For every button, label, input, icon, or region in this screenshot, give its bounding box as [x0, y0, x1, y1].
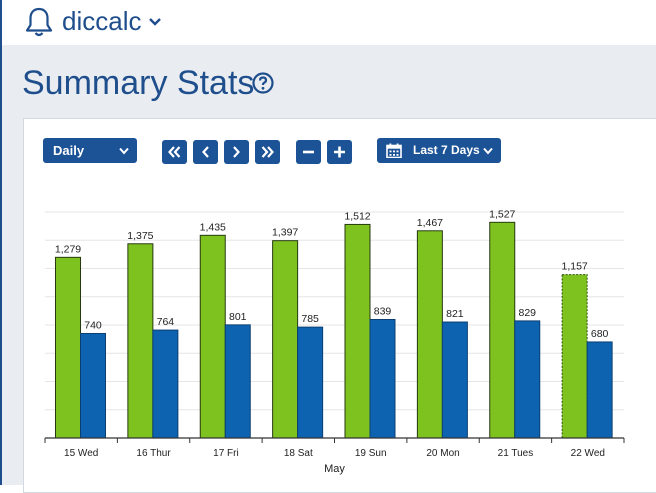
chevron-down-icon — [119, 147, 129, 155]
chevron-right-icon — [233, 146, 240, 158]
bar-blue[interactable] — [369, 318, 396, 439]
question-circle-icon[interactable] — [252, 72, 274, 94]
bell-icon[interactable] — [24, 6, 54, 38]
calendar-icon — [386, 143, 402, 158]
app-name[interactable]: diccalc — [62, 6, 142, 36]
last-page-button[interactable] — [255, 140, 280, 164]
bar-blue[interactable] — [152, 329, 179, 439]
bar-blue[interactable] — [586, 341, 613, 439]
next-button[interactable] — [224, 140, 249, 164]
double-chevron-right-icon — [261, 146, 274, 158]
plus-icon — [334, 146, 345, 158]
bar-blue[interactable] — [224, 324, 251, 439]
chevron-down-icon — [483, 147, 493, 155]
bar-green[interactable] — [489, 221, 516, 439]
bar-blue[interactable] — [297, 326, 324, 439]
bar-green[interactable] — [127, 243, 154, 439]
zoom-out-button[interactable] — [296, 140, 321, 164]
chart-panel — [23, 118, 656, 493]
bar-green[interactable] — [416, 230, 443, 439]
chevron-down-icon[interactable] — [148, 14, 162, 28]
bar-green[interactable] — [272, 240, 299, 439]
bar-green[interactable] — [55, 256, 81, 439]
date-range-select[interactable]: Last 7 Days — [377, 138, 501, 163]
bar-green[interactable] — [561, 274, 588, 439]
period-select-label: Daily — [53, 143, 85, 158]
top-bar: diccalc — [0, 0, 656, 45]
bar-blue[interactable] — [514, 320, 541, 439]
previous-button[interactable] — [193, 140, 218, 164]
first-page-button[interactable] — [162, 140, 187, 164]
chevron-left-icon — [202, 146, 209, 158]
bar-green[interactable] — [344, 223, 371, 439]
bar-blue[interactable] — [80, 332, 106, 439]
minus-icon — [303, 150, 314, 154]
period-select[interactable]: Daily — [43, 138, 137, 163]
page-title: Summary Stats — [22, 64, 255, 102]
bar-green[interactable] — [199, 234, 226, 439]
date-range-label: Last 7 Days — [413, 143, 480, 157]
zoom-in-button[interactable] — [327, 140, 352, 164]
double-chevron-left-icon — [168, 146, 181, 158]
bar-blue[interactable] — [441, 321, 468, 439]
